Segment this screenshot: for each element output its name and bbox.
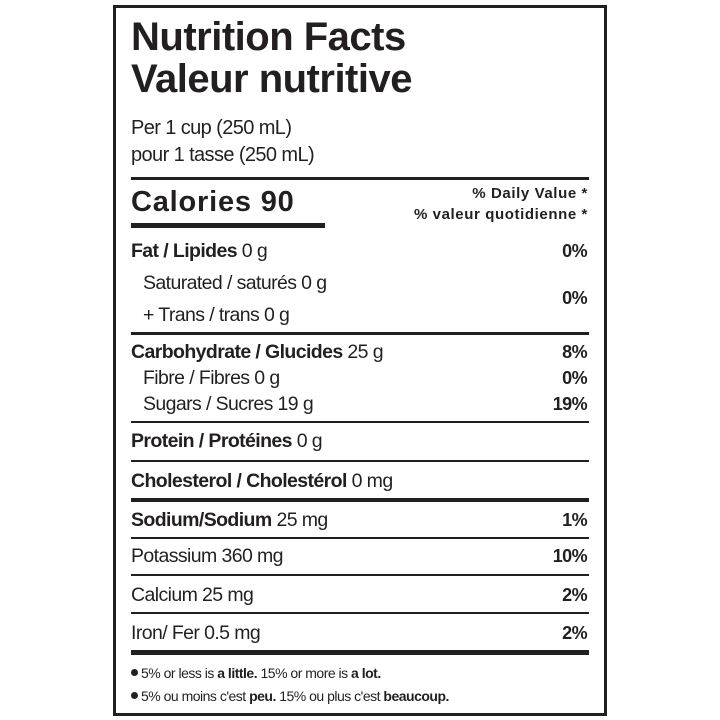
daily-value: 1% [562,510,587,530]
nutrient-name: Protein / Protéines [131,430,293,452]
daily-value: 2% [562,623,587,643]
calories-underline [131,223,325,228]
daily-value: 0% [562,241,587,261]
daily-value: 8% [562,342,587,362]
divider [131,537,589,539]
divider [131,498,589,502]
nutrient-amount: 0 mg [346,470,394,492]
footnote-fr: 5% ou moins c'est peu. 15% ou plus c'est… [131,687,449,705]
nutrient-name: Carbohydrate / Glucides [131,341,343,363]
daily-value: 0% [562,368,587,388]
nutrient-name: Sodium/Sodium [131,509,272,531]
daily-value: 19% [552,394,588,414]
divider [131,332,589,335]
nutrient-row-saturated: Saturated / saturés 0 g [143,271,589,295]
nutrient-row-fibre: Fibre / Fibres 0 g 0% [143,366,589,390]
footnote-en: 5% or less is a little. 15% or more is a… [131,664,381,682]
nutrient-row-cholesterol: Cholesterol / Cholestérol 0 mg [131,469,589,493]
divider [131,574,589,576]
footnote-text: 5% ou moins c'est [141,688,250,704]
footnote-emphasis: a little. [217,665,258,681]
footnote-emphasis: peu. [249,688,276,704]
nutrition-label-border [113,5,607,716]
nutrient-name: Cholesterol / Cholestérol [131,470,347,492]
divider [131,650,589,655]
daily-value: 0% [562,288,587,308]
bullet-icon [131,692,138,699]
nutrient-row-calcium: Calcium 25 mg 2% [131,583,589,607]
nutrient-name: Fibre / Fibres 0 g [143,367,280,389]
title-fr: Valeur nutritive [131,57,412,101]
nutrient-amount: 0 g [236,240,268,262]
nutrient-name: Potassium 360 mg [131,545,284,567]
daily-value-header-fr: % valeur quotidienne * [413,206,588,223]
nutrient-row-fat: Fat / Lipides 0 g 0% [131,239,589,263]
divider [131,177,589,180]
footnote-emphasis: a lot. [351,665,381,681]
daily-value-header-en: % Daily Value * [472,185,588,202]
serving-size-en: Per 1 cup (250 mL) [131,117,292,139]
nutrient-row-protein: Protein / Protéines 0 g [131,429,589,453]
nutrient-row-trans: + Trans / trans 0 g 0% [143,288,589,327]
nutrient-row-sodium: Sodium/Sodium 25 mg 1% [131,508,589,532]
bullet-icon [131,669,138,676]
nutrient-amount: 0 g [291,430,323,452]
daily-value: 10% [552,546,588,566]
nutrient-row-iron: Iron/ Fer 0.5 mg 2% [131,621,589,645]
title-en: Nutrition Facts [131,15,406,59]
nutrient-row-sugars: Sugars / Sucres 19 g 19% [143,392,589,416]
nutrient-name: Fat / Lipides [131,240,238,262]
divider [131,612,589,614]
daily-value: 2% [562,585,587,605]
divider [131,421,589,423]
nutrient-name: Calcium 25 mg [131,584,254,606]
nutrient-name: Iron/ Fer 0.5 mg [131,622,261,644]
footnote-text: 5% or less is [141,665,218,681]
nutrient-amount: 25 mg [271,509,328,531]
nutrient-name: + Trans / trans 0 g [143,304,290,326]
nutrient-row-potassium: Potassium 360 mg 10% [131,544,589,568]
divider [131,460,589,462]
nutrient-name: Sugars / Sucres 19 g [143,393,314,415]
footnote-emphasis: beaucoup. [383,688,449,704]
footnote-text: 15% ou plus c'est [275,688,384,704]
calories: Calories 90 [131,186,295,218]
footnote-text: 15% or more is [257,665,352,681]
serving-size-fr: pour 1 tasse (250 mL) [131,144,315,166]
nutrient-row-carbohydrate: Carbohydrate / Glucides 25 g 8% [131,340,589,364]
nutrient-name: Saturated / saturés 0 g [143,272,327,294]
nutrient-amount: 25 g [342,341,383,363]
